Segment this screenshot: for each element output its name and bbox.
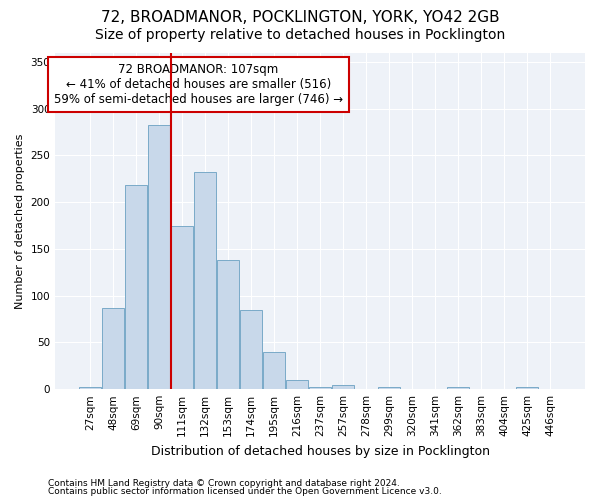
Text: Contains HM Land Registry data © Crown copyright and database right 2024.: Contains HM Land Registry data © Crown c… [48,478,400,488]
Text: 72 BROADMANOR: 107sqm
← 41% of detached houses are smaller (516)
59% of semi-det: 72 BROADMANOR: 107sqm ← 41% of detached … [53,62,343,106]
Bar [309,388,331,389]
Bar [263,352,285,389]
Bar [102,308,124,389]
Bar [217,260,239,389]
Bar [332,384,354,389]
Text: Size of property relative to detached houses in Pocklington: Size of property relative to detached ho… [95,28,505,42]
Bar [125,186,147,389]
Bar [79,388,101,389]
Bar [447,388,469,389]
X-axis label: Distribution of detached houses by size in Pocklington: Distribution of detached houses by size … [151,444,490,458]
Bar [378,388,400,389]
Y-axis label: Number of detached properties: Number of detached properties [15,133,25,308]
Bar [171,226,193,389]
Bar [240,310,262,389]
Bar [516,388,538,389]
Bar [286,380,308,389]
Bar [148,124,170,389]
Text: Contains public sector information licensed under the Open Government Licence v3: Contains public sector information licen… [48,487,442,496]
Text: 72, BROADMANOR, POCKLINGTON, YORK, YO42 2GB: 72, BROADMANOR, POCKLINGTON, YORK, YO42 … [101,10,499,25]
Bar [194,172,216,389]
